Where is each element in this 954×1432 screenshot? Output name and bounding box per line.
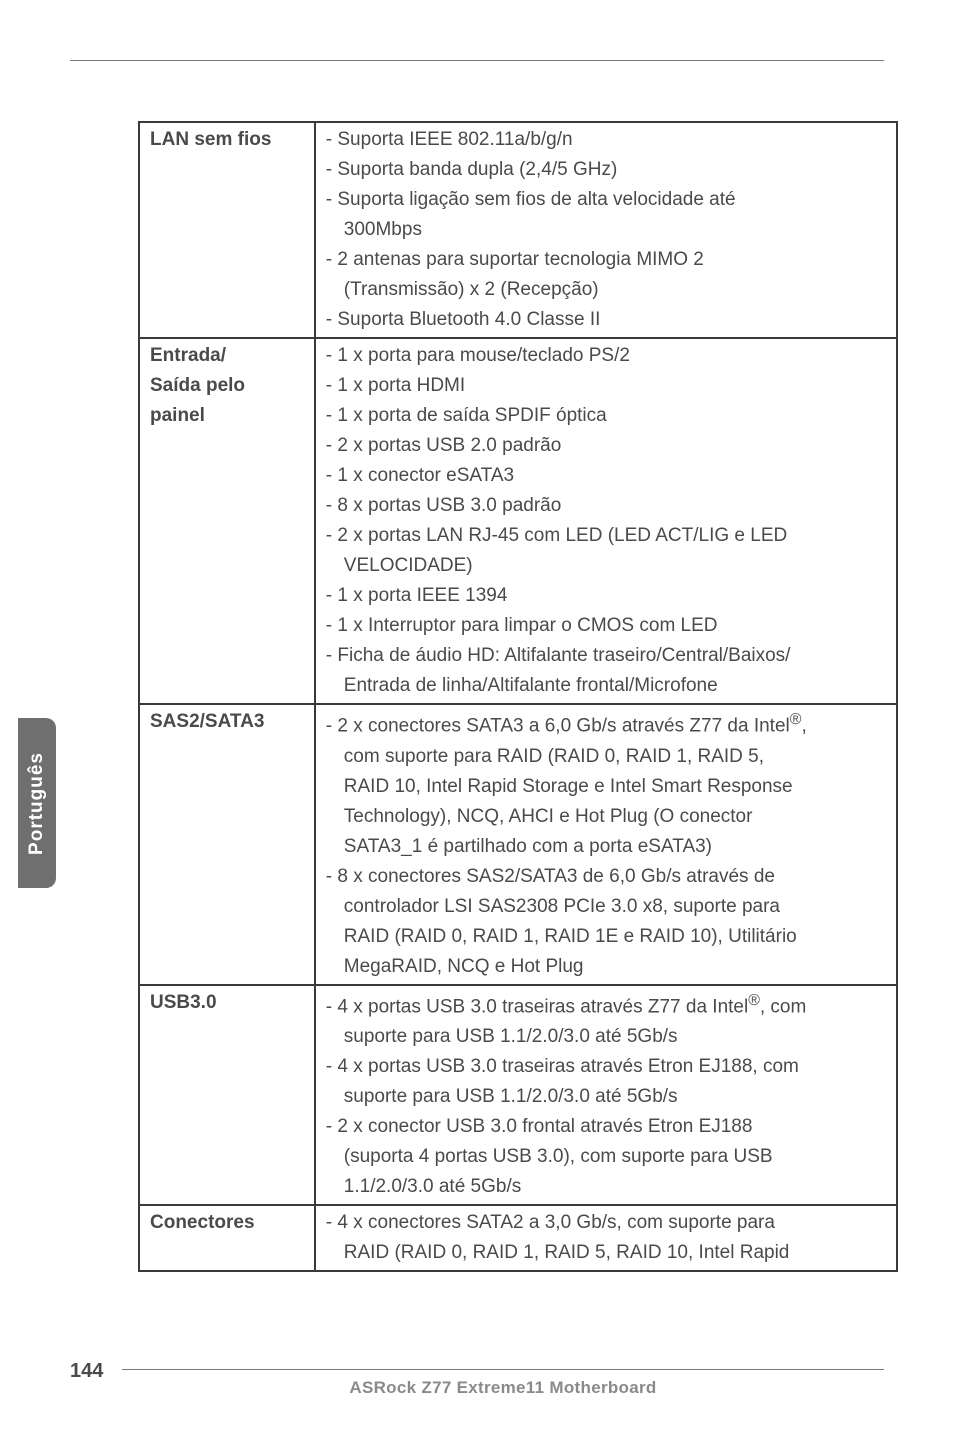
- content-line: - 1 x porta HDMI: [326, 371, 888, 401]
- footer-title: ASRock Z77 Extreme11 Motherboard: [122, 1378, 884, 1398]
- content-line: (Transmissão) x 2 (Recepção): [326, 275, 888, 305]
- content-line: - Ficha de áudio HD: Altifalante traseir…: [326, 641, 888, 671]
- content-line: 300Mbps: [326, 215, 888, 245]
- content-line: com suporte para RAID (RAID 0, RAID 1, R…: [326, 742, 888, 772]
- content-line: RAID 10, Intel Rapid Storage e Intel Sma…: [326, 772, 888, 802]
- content-line: - 1 x porta para mouse/teclado PS/2: [326, 341, 888, 371]
- row-content: - Suporta IEEE 802.11a/b/g/n- Suporta ba…: [315, 122, 897, 338]
- content-line: SATA3_1 é partilhado com a porta eSATA3): [326, 832, 888, 862]
- footer: 144 ASRock Z77 Extreme11 Motherboard: [70, 1365, 884, 1398]
- content-line: suporte para USB 1.1/2.0/3.0 até 5Gb/s: [326, 1082, 888, 1112]
- content-line: RAID (RAID 0, RAID 1, RAID 1E e RAID 10)…: [326, 922, 888, 952]
- content-line: - 2 x conector USB 3.0 frontal através E…: [326, 1112, 888, 1142]
- row-content: - 1 x porta para mouse/teclado PS/2- 1 x…: [315, 338, 897, 704]
- content-line: - Suporta ligação sem fios de alta veloc…: [326, 185, 888, 215]
- content-line: controlador LSI SAS2308 PCIe 3.0 x8, sup…: [326, 892, 888, 922]
- content-line: suporte para USB 1.1/2.0/3.0 até 5Gb/s: [326, 1022, 888, 1052]
- page-number: 144: [70, 1360, 122, 1383]
- content-line: - 8 x conectores SAS2/SATA3 de 6,0 Gb/s …: [326, 862, 888, 892]
- content-line: 1.1/2.0/3.0 até 5Gb/s: [326, 1172, 888, 1202]
- row-content: - 4 x conectores SATA2 a 3,0 Gb/s, com s…: [315, 1205, 897, 1271]
- content-line: - Suporta IEEE 802.11a/b/g/n: [326, 125, 888, 155]
- table-row: SAS2/SATA3 - 2 x conectores SATA3 a 6,0 G…: [139, 704, 897, 984]
- content-line: - 4 x portas USB 3.0 traseiras através Z…: [326, 988, 888, 1022]
- content-line: - 1 x conector eSATA3: [326, 461, 888, 491]
- content-line: - 8 x portas USB 3.0 padrão: [326, 491, 888, 521]
- content-line: Entrada de linha/Altifalante frontal/Mic…: [326, 671, 888, 701]
- language-tab-label: Português: [26, 752, 48, 855]
- content-line: - 1 x Interruptor para limpar o CMOS com…: [326, 611, 888, 641]
- content-line: - 4 x portas USB 3.0 traseiras através E…: [326, 1052, 888, 1082]
- row-label: LAN sem fios: [139, 122, 315, 338]
- top-rule: [70, 60, 884, 61]
- content-line: VELOCIDADE): [326, 551, 888, 581]
- row-label: USB3.0: [139, 985, 315, 1205]
- content-line: - 2 x portas USB 2.0 padrão: [326, 431, 888, 461]
- content-line: Technology), NCQ, AHCI e Hot Plug (O con…: [326, 802, 888, 832]
- language-tab: Português: [18, 718, 56, 888]
- content-line: - 1 x porta IEEE 1394: [326, 581, 888, 611]
- row-label: Conectores: [139, 1205, 315, 1271]
- row-content: - 2 x conectores SATA3 a 6,0 Gb/s atravé…: [315, 704, 897, 984]
- row-content: - 4 x portas USB 3.0 traseiras através Z…: [315, 985, 897, 1205]
- content-line: - Suporta banda dupla (2,4/5 GHz): [326, 155, 888, 185]
- content-line: RAID (RAID 0, RAID 1, RAID 5, RAID 10, I…: [326, 1238, 888, 1268]
- content-line: (suporta 4 portas USB 3.0), com suporte …: [326, 1142, 888, 1172]
- content-line: - 1 x porta de saída SPDIF óptica: [326, 401, 888, 431]
- footer-rule: [122, 1369, 884, 1370]
- table-row: USB3.0 - 4 x portas USB 3.0 traseiras atr…: [139, 985, 897, 1205]
- content-line: MegaRAID, NCQ e Hot Plug: [326, 952, 888, 982]
- content-line: - 2 antenas para suportar tecnologia MIM…: [326, 245, 888, 275]
- row-label: SAS2/SATA3: [139, 704, 315, 984]
- content-line: - 2 x portas LAN RJ-45 com LED (LED ACT/…: [326, 521, 888, 551]
- spec-table: LAN sem fios- Suporta IEEE 802.11a/b/g/n…: [138, 121, 898, 1272]
- table-row: LAN sem fios- Suporta IEEE 802.11a/b/g/n…: [139, 122, 897, 338]
- table-row: Entrada/Saída pelopainel- 1 x porta para…: [139, 338, 897, 704]
- row-label: Entrada/Saída pelopainel: [139, 338, 315, 704]
- table-row: Conectores - 4 x conectores SATA2 a 3,0 G…: [139, 1205, 897, 1271]
- content-line: - 2 x conectores SATA3 a 6,0 Gb/s atravé…: [326, 707, 888, 741]
- content-line: - 4 x conectores SATA2 a 3,0 Gb/s, com s…: [326, 1208, 888, 1238]
- content-line: - Suporta Bluetooth 4.0 Classe II: [326, 305, 888, 335]
